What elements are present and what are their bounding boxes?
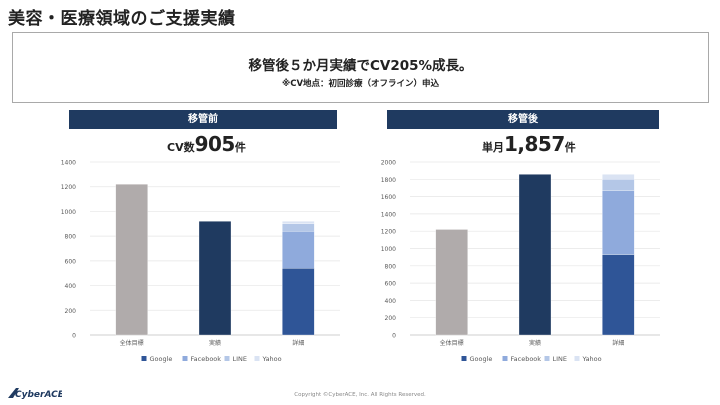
legend-swatch (224, 356, 230, 361)
bar-segment-line (282, 223, 315, 232)
y-tick-label: 600 (65, 258, 77, 265)
total-before: CV数905件 (167, 132, 246, 156)
legend-label: Yahoo (262, 355, 282, 363)
bar-segment-yahoo (282, 221, 315, 224)
bar-segment-yahoo (602, 174, 635, 180)
legend-label: Facebook (191, 355, 222, 363)
total-before-prefix: CV数 (167, 141, 195, 154)
bar-segment-target (115, 184, 148, 336)
y-tick-label: 800 (385, 263, 397, 270)
legend-swatch (141, 356, 147, 361)
panel-header-after: 移管後 (387, 110, 659, 129)
y-tick-label: 1000 (61, 209, 76, 216)
y-tick-label: 1400 (61, 160, 76, 167)
y-tick-label: 0 (392, 333, 396, 340)
bar-segment-line (602, 179, 635, 191)
logo-text: CyberACE (15, 390, 62, 400)
copyright: Copyright ©CyberACE, Inc. All Rights Res… (294, 392, 426, 398)
y-tick-label: 1200 (381, 229, 396, 236)
total-after-value: 1,857 (504, 132, 565, 156)
y-tick-label: 800 (65, 234, 77, 241)
y-tick-label: 1400 (381, 211, 396, 218)
total-after-prefix: 単月 (482, 141, 504, 154)
y-tick-label: 400 (385, 298, 397, 305)
total-before-value: 905 (194, 132, 236, 156)
x-tick-label: 実績 (529, 339, 541, 347)
y-tick-label: 0 (72, 333, 76, 340)
bar-segment-actual (518, 174, 552, 336)
legend-swatch (574, 356, 580, 361)
bar-segment-target (435, 229, 468, 336)
legend-label: LINE (553, 355, 568, 363)
x-tick-label: 詳細 (612, 339, 624, 347)
y-tick-label: 1600 (381, 194, 396, 201)
legend-label: Facebook (511, 355, 542, 363)
y-tick-label: 400 (65, 283, 77, 290)
bar-segment-facebook (602, 190, 635, 255)
chart-after: 0 200 400 600 800 1000 1200 1400 1600 1800 2000 全体目… (381, 160, 660, 363)
bar-segment-actual (198, 221, 232, 336)
y-tick-label: 200 (65, 308, 77, 315)
total-before-suffix: 件 (234, 141, 246, 154)
total-after: 単月1,857件 (482, 132, 576, 156)
legend-label: Google (470, 355, 493, 363)
legend-swatch (254, 356, 260, 361)
y-tick-label: 2000 (381, 160, 396, 167)
y-tick-label: 600 (385, 281, 397, 288)
legend-swatch (182, 356, 188, 361)
bar-segment-google (602, 254, 635, 336)
y-tick-label: 1800 (381, 177, 396, 184)
chart-before: 0 200 400 600 800 1000 1200 1400 全体目標 実績 詳細 Google F… (61, 160, 340, 363)
bar-segment-google (282, 268, 315, 336)
x-tick-label: 全体目標 (440, 339, 464, 347)
y-tick-label: 200 (385, 315, 397, 322)
legend-label: Google (150, 355, 173, 363)
legend-label: LINE (233, 355, 248, 363)
legend-swatch (544, 356, 550, 361)
x-tick-label: 詳細 (292, 339, 304, 347)
headline-box: 移管後５か月実績でCV205%成長。 ※CV地点：初回診療（オフライン）申込 (12, 32, 709, 103)
x-tick-label: 全体目標 (120, 339, 144, 347)
y-tick-label: 1200 (61, 184, 76, 191)
total-after-suffix: 件 (564, 141, 576, 154)
bar-segment-facebook (282, 231, 315, 269)
legend-swatch (461, 356, 467, 361)
legend-label: Yahoo (582, 355, 602, 363)
y-tick-label: 1000 (381, 246, 396, 253)
page-title: 美容・医療領域のご支援実績 (8, 9, 236, 29)
headline: 移管後５か月実績でCV205%成長。 (248, 58, 473, 74)
legend-swatch (502, 356, 508, 361)
panel-header-before: 移管前 (69, 110, 337, 129)
x-tick-label: 実績 (209, 339, 221, 347)
cv-note: ※CV地点：初回診療（オフライン）申込 (281, 79, 440, 89)
cyberace-logo: CyberACE (8, 388, 62, 400)
